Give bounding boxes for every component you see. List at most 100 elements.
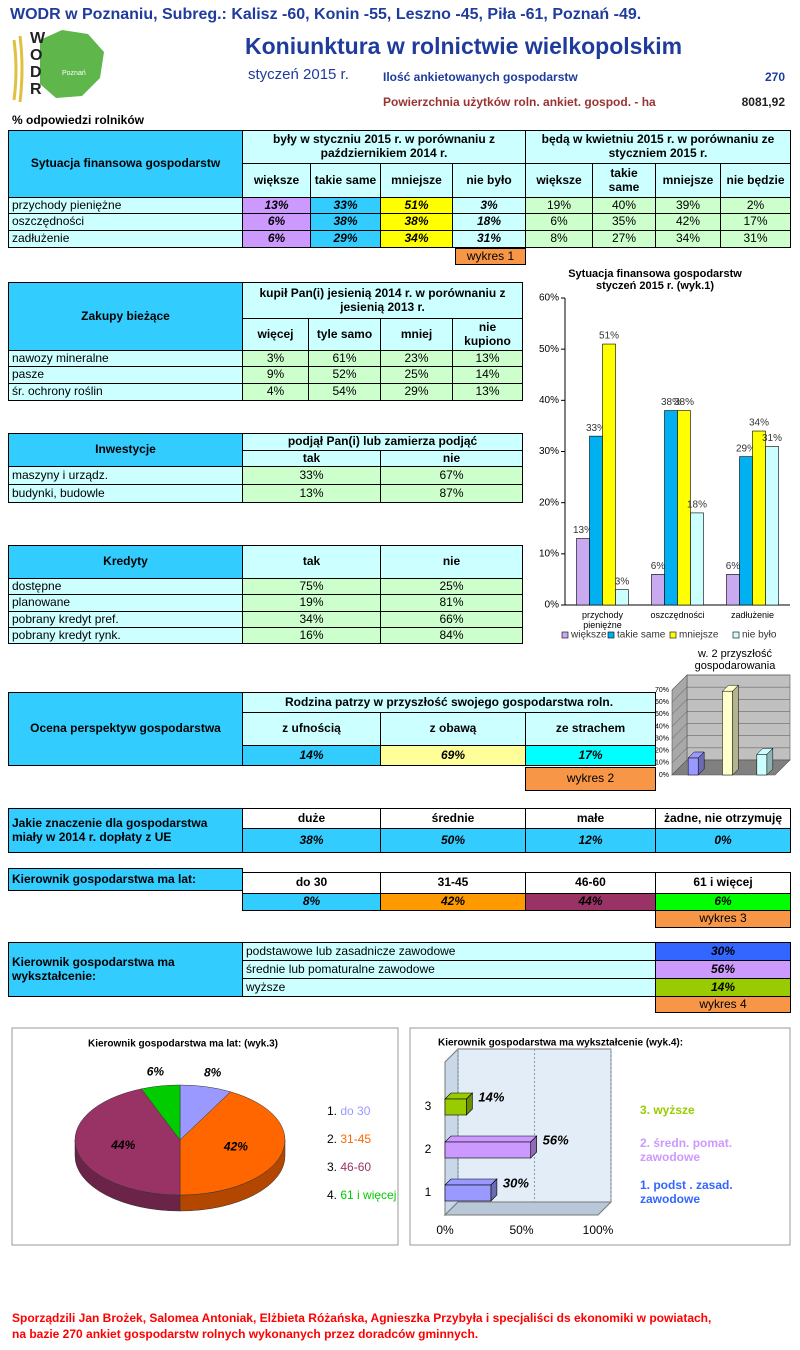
value-cell: 25% — [380, 366, 453, 384]
data-label: 44% — [110, 1138, 135, 1152]
grid-line — [671, 674, 790, 691]
table-title: Jakie znaczenie dla gospodarstwa miały w… — [8, 808, 243, 853]
data-label: 31% — [762, 433, 782, 444]
y-tick-label: 1 — [425, 1185, 432, 1199]
value-cell: 13% — [452, 350, 523, 367]
bar-side — [732, 684, 739, 776]
bar — [651, 573, 665, 606]
x-tick-label: przychody pieniężne — [581, 610, 624, 630]
row-label: oszczędności — [8, 213, 243, 231]
data-label: 6% — [147, 1065, 165, 1079]
data-label: 56% — [543, 1132, 569, 1147]
table-title: Sytuacja finansowa gospodarstw — [8, 130, 243, 198]
footer-line: na bazie 270 ankiet gospodarstw rolnych … — [12, 1327, 479, 1341]
legend-label: 2. 31-45 — [327, 1132, 371, 1146]
bar — [687, 757, 699, 776]
value-cell: 42% — [380, 893, 526, 911]
y-tick-label: 20% — [655, 748, 669, 755]
data-label: 13% — [573, 525, 593, 536]
value-cell: 17% — [720, 213, 791, 231]
data-label: 14% — [478, 1089, 504, 1104]
area: 8081,92 — [741, 95, 785, 109]
bar-top — [756, 748, 774, 755]
bar — [664, 410, 678, 606]
value-cell: 13% — [242, 484, 381, 503]
y-tick-label: 2 — [425, 1142, 432, 1156]
value-cell: 25% — [380, 578, 523, 595]
data-label: 34% — [749, 418, 769, 429]
legend-swatch — [669, 631, 677, 639]
data-label: 6% — [651, 561, 666, 572]
legend-label: 3. 46-60 — [327, 1160, 371, 1174]
chart-title: Kierownik gospodarstwa ma wykształcenie … — [438, 1038, 683, 1049]
row-label: pobrany kredyt rynk. — [8, 627, 243, 644]
pie-slice-side — [74, 1139, 181, 1212]
group-header: podjął Pan(i) lub zamierza podjąć — [242, 433, 523, 451]
row-label: pasze — [8, 366, 243, 384]
value-cell: 8% — [525, 230, 593, 248]
chart-button[interactable]: wykres 2 — [525, 767, 656, 791]
chart-button[interactable]: wykres 4 — [655, 996, 791, 1013]
value-cell: 54% — [308, 383, 381, 401]
value-cell: 61% — [308, 350, 381, 367]
chart-button[interactable]: wykres 1 — [455, 248, 526, 265]
y-tick-label: 0% — [545, 600, 560, 611]
value-cell: 34% — [380, 230, 453, 248]
note: % odpowiedzi rolników — [12, 113, 144, 127]
y-tick-label: 3 — [425, 1099, 432, 1113]
column-header: 61 i więcej — [655, 872, 791, 894]
chart-button[interactable]: wykres 3 — [655, 910, 791, 928]
logo-letter: W — [30, 30, 46, 47]
grid-line — [671, 759, 790, 776]
grid-line — [671, 686, 790, 703]
column-header: duże — [242, 808, 381, 829]
data-label: 33% — [586, 423, 606, 434]
value-cell: 33% — [242, 466, 381, 485]
legend-label: 1. podst . zasad. zawodowe — [640, 1178, 733, 1206]
value-cell: 31% — [452, 230, 526, 248]
value-cell: 8% — [242, 893, 381, 911]
value-cell: 75% — [242, 578, 381, 595]
bar — [615, 589, 629, 606]
row-label: budynki, budowle — [8, 484, 243, 503]
logo-wheat — [12, 35, 24, 103]
table-title: Kierownik gospodarstwa ma wykształcenie: — [8, 942, 243, 997]
pie-slice — [140, 1084, 181, 1141]
column-header: nie będzie — [720, 163, 791, 198]
y-tick-label: 50% — [655, 711, 669, 718]
y-tick-label: 30% — [539, 446, 559, 457]
grid-line — [671, 735, 790, 751]
value-cell: 69% — [380, 745, 526, 766]
bar — [576, 538, 590, 606]
y-tick-label: 60% — [655, 699, 669, 706]
floor — [671, 759, 791, 776]
logo-map — [40, 30, 104, 98]
value-cell: 51% — [380, 197, 453, 214]
row-label: zadłużenie — [8, 230, 243, 248]
value-cell: 13% — [242, 197, 311, 214]
column-header: mniejsze — [655, 163, 721, 198]
pie-slice-side — [179, 1139, 286, 1212]
value-cell: 34% — [655, 230, 721, 248]
bar-side — [530, 1135, 537, 1159]
subtitle: Koniunktura w rolnictwie wielkopolskim — [245, 33, 683, 59]
column-header: 46-60 — [525, 872, 656, 894]
column-header: tak — [242, 450, 381, 467]
column-header: większe — [525, 163, 593, 198]
header-title: WODR w Poznaniu, Subreg.: Kalisz -60, Ko… — [10, 6, 642, 23]
value-cell: 33% — [310, 197, 381, 214]
value-cell: 67% — [380, 466, 523, 485]
grid-line — [671, 699, 790, 715]
value-cell: 42% — [655, 213, 721, 231]
bar — [677, 410, 691, 606]
column-header: do 30 — [242, 872, 381, 894]
y-tick-label: 0% — [659, 772, 669, 779]
row-label: śr. ochrony roślin — [8, 383, 243, 401]
row-label: średnie lub pomaturalne zawodowe — [242, 960, 656, 979]
column-header: 31-45 — [380, 872, 526, 894]
pie-slice — [74, 1088, 181, 1196]
value-cell: 3% — [452, 197, 526, 214]
y-tick-label: 70% — [655, 687, 669, 694]
bar — [602, 343, 616, 606]
back-wall — [686, 674, 791, 761]
